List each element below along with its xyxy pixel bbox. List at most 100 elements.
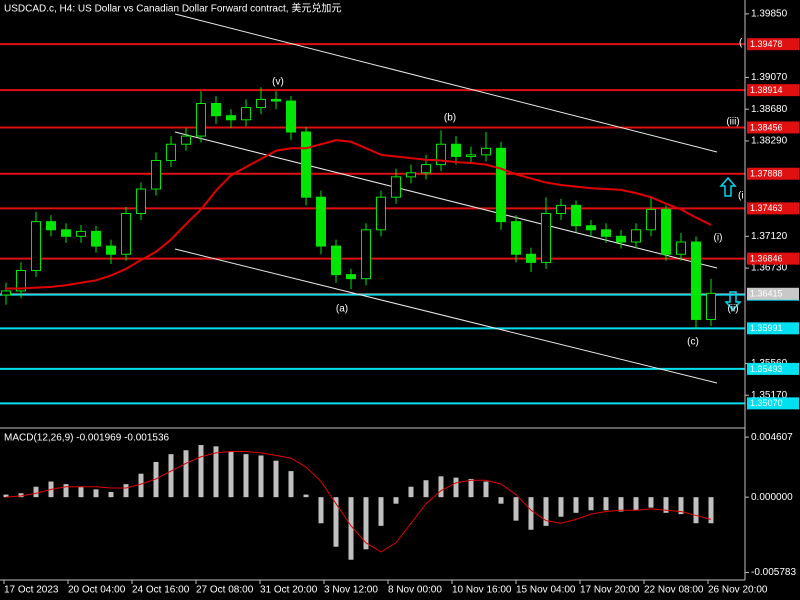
level-label-box <box>747 322 799 335</box>
candle-body <box>676 241 686 255</box>
moving-average <box>6 139 712 290</box>
candle-body <box>586 225 596 231</box>
level-label: 1.35070 <box>750 398 783 408</box>
y-tick-label: 0.000000 <box>751 492 793 503</box>
macd-bar <box>603 497 609 511</box>
level-label-box <box>747 121 799 134</box>
candle-body <box>376 196 386 231</box>
candle-body <box>316 196 326 247</box>
level-label: 1.36846 <box>750 254 783 264</box>
x-tick-label: 15 Nov 04:00 <box>516 585 576 596</box>
candle-body <box>256 98 266 109</box>
x-tick-label: 17 Oct 2023 <box>4 585 59 596</box>
candle-body <box>166 143 176 162</box>
macd-bar <box>468 478 474 498</box>
level-label-box <box>747 84 799 97</box>
candle-body <box>451 143 461 157</box>
level-label: 1.39478 <box>750 39 783 49</box>
candle-body <box>361 229 371 280</box>
y-tick-label: 1.39850 <box>751 8 788 19</box>
macd-bar <box>303 494 309 498</box>
wave-label: (i) <box>714 233 723 244</box>
wave-label: (iii) <box>726 117 739 128</box>
macd-bar <box>558 497 564 517</box>
macd-bar <box>513 497 519 521</box>
x-tick-label: 8 Nov 00:00 <box>388 585 442 596</box>
candle-body <box>691 241 701 320</box>
x-tick-label: 31 Oct 20:00 <box>260 585 318 596</box>
down-arrow <box>724 291 742 312</box>
macd-bar <box>138 473 144 498</box>
candle-body <box>511 221 521 255</box>
candle-body <box>16 270 26 292</box>
wave-label: (a) <box>336 304 348 315</box>
macd-bar <box>333 497 339 547</box>
macd-bar <box>708 497 714 524</box>
macd-bar <box>633 497 639 511</box>
macd-bar <box>318 497 324 524</box>
candle-body <box>61 229 71 237</box>
macd-bar <box>3 494 9 498</box>
level-label: 1.38456 <box>750 122 783 132</box>
candle-body <box>481 147 491 156</box>
macd-bar <box>18 493 24 498</box>
level-label: 1.35991 <box>750 323 783 333</box>
x-tick-label: 27 Oct 08:00 <box>196 585 254 596</box>
macd-bar <box>438 476 444 498</box>
front-layer <box>1 87 716 553</box>
macd-bar <box>228 451 234 498</box>
macd-bar <box>33 486 39 498</box>
x-tick-label: 20 Oct 04:00 <box>68 585 126 596</box>
current-price-label: 1.36415 <box>750 289 783 299</box>
candle-body <box>211 102 221 117</box>
macd-bar <box>528 497 534 530</box>
candle-body <box>706 292 716 320</box>
y-tick-label: 1.39070 <box>751 72 788 83</box>
candle-body <box>436 143 446 166</box>
macd-bar <box>348 497 354 560</box>
channel-line <box>174 131 718 269</box>
macd-bar <box>693 497 699 524</box>
x-tick-label: 17 Nov 20:00 <box>580 585 640 596</box>
candle-body <box>106 245 116 255</box>
macd-bar <box>108 491 114 498</box>
candle-body <box>526 253 536 263</box>
level-label-box <box>747 38 799 51</box>
candle-body <box>556 204 566 215</box>
x-tick-label: 22 Nov 08:00 <box>644 585 704 596</box>
candle-body <box>31 221 41 272</box>
macd-bar <box>378 497 384 526</box>
candle-body <box>196 102 206 137</box>
candle-body <box>121 213 131 255</box>
candle-body <box>241 107 251 121</box>
macd-bar <box>543 497 549 526</box>
macd-bar <box>258 455 264 498</box>
y-tick-label: 1.37120 <box>751 231 788 242</box>
level-label: 1.38914 <box>750 85 783 95</box>
candle-body <box>331 245 341 276</box>
macd-bar <box>93 489 99 498</box>
candle-body <box>151 160 161 190</box>
macd-bar <box>273 460 279 498</box>
wave-label: (i <box>738 191 744 202</box>
macd-bar <box>243 454 249 498</box>
up-arrow <box>719 176 737 197</box>
macd-signal <box>5 451 712 553</box>
macd-bar <box>183 450 189 498</box>
candle-body <box>466 154 476 157</box>
chart-title: USDCAD.c, H4: US Dollar vs Canadian Doll… <box>4 2 341 15</box>
x-tick-label: 26 Nov 20:00 <box>708 585 768 596</box>
candle-body <box>571 204 581 227</box>
candle-body <box>286 100 296 133</box>
macd-bar <box>618 497 624 512</box>
macd-title: MACD(12,26,9) -0.001969 -0.001536 <box>4 433 170 444</box>
macd-bar <box>423 480 429 498</box>
x-tick-label: 24 Oct 16:00 <box>132 585 190 596</box>
current-price-box <box>747 287 799 300</box>
wave-label: ( <box>739 38 743 49</box>
macd-bar <box>213 446 219 498</box>
macd-bar <box>498 497 504 504</box>
macd-bar <box>393 497 399 504</box>
candle-body <box>346 274 356 280</box>
